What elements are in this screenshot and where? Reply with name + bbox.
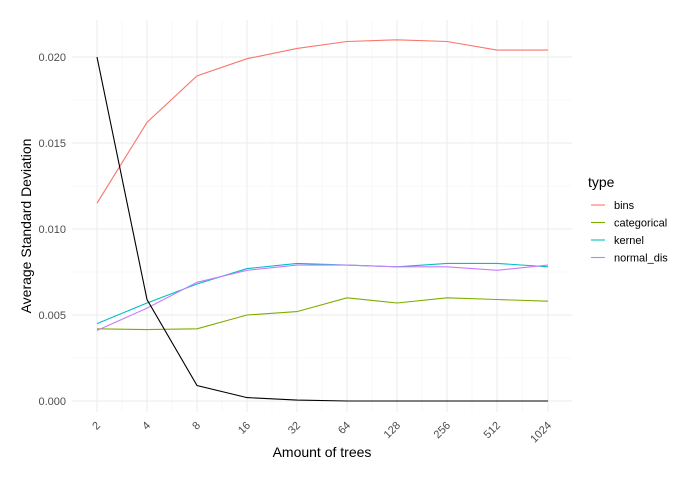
x-axis-title: Amount of trees (273, 444, 372, 460)
legend-label-categorical: categorical (614, 218, 667, 230)
legend-label-normal_dis: normal_dis (614, 253, 668, 265)
series-line-unlabeled (96, 56, 548, 402)
y-tick-label: 0.005 (38, 310, 66, 322)
x-tick-label: 64 (336, 420, 353, 437)
legend-title: type (588, 174, 615, 190)
legend-label-kernel: kernel (614, 235, 644, 247)
x-tick-label: 256 (432, 420, 453, 441)
y-axis-ticks: 0.000 0.005 0.010 0.015 0.020 (38, 52, 66, 408)
legend: type bins categorical kernel normal_dis (588, 174, 668, 265)
y-tick-label: 0.020 (38, 52, 66, 64)
y-tick-label: 0.010 (38, 224, 66, 236)
series-line-normal_dis (96, 264, 549, 332)
x-tick-label: 2 (90, 420, 103, 433)
grid (72, 20, 572, 412)
x-tick-label: 8 (190, 420, 203, 433)
series-line-categorical (96, 297, 549, 331)
x-tick-label: 32 (286, 420, 303, 437)
x-tick-label: 128 (382, 420, 403, 441)
x-tick-label: 512 (482, 420, 503, 441)
series-lines (96, 39, 549, 402)
series-line-kernel (96, 262, 549, 325)
x-tick-label: 4 (140, 420, 153, 433)
series-line-bins (96, 39, 548, 204)
x-axis-ticks: 2 4 8 16 32 64 128 256 512 1024 (90, 420, 554, 446)
y-tick-label: 0.000 (38, 396, 66, 408)
y-axis-title: Average Standard Deviation (18, 139, 34, 314)
x-tick-label: 16 (236, 420, 253, 437)
legend-label-bins: bins (614, 200, 635, 212)
y-tick-label: 0.015 (38, 138, 66, 150)
x-tick-label: 1024 (528, 420, 554, 446)
